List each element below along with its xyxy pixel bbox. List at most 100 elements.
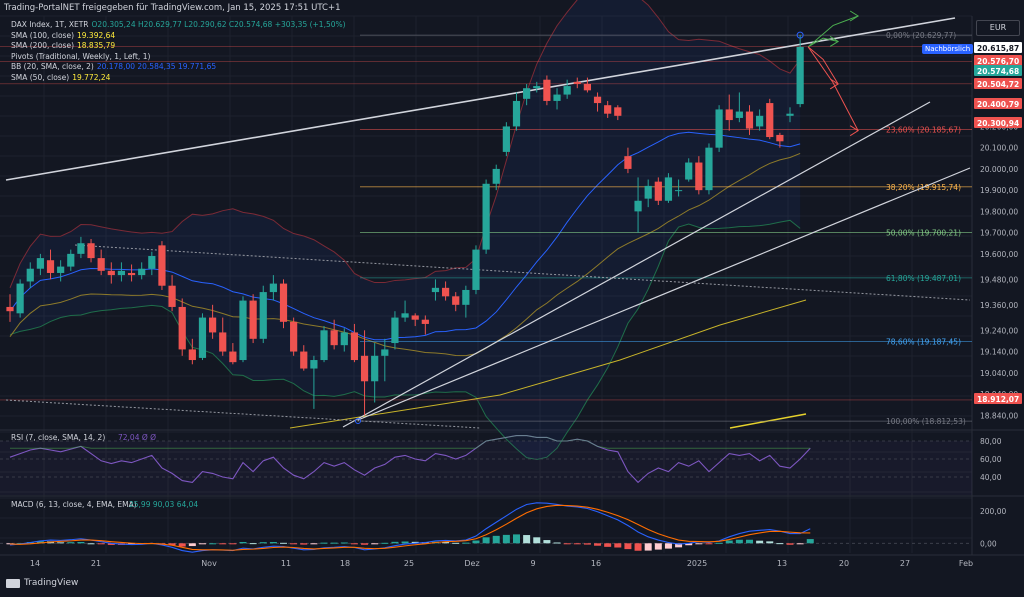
- candle: [553, 88, 561, 110]
- macd-hist-bar: [209, 543, 217, 545]
- price-tick-label: 19.140,00: [980, 348, 1018, 357]
- swing-high-marker: [796, 31, 804, 39]
- legend-item-3[interactable]: Pivots (Traditional, Weekly, 1, Left, 1): [11, 52, 153, 61]
- legend-item-0[interactable]: DAX Index, 1T, XETR O20.305,24 H20.629,77…: [11, 20, 346, 29]
- candle: [411, 313, 419, 327]
- time-tick-label: Feb: [959, 559, 973, 568]
- price-label-box: [974, 65, 1022, 76]
- currency-selector[interactable]: EUR: [976, 20, 1020, 36]
- candle-body: [776, 134, 784, 142]
- macd-hist-bar: [573, 543, 581, 545]
- legend-item-1[interactable]: SMA (100, close) 19.392,64: [11, 31, 115, 40]
- macd-hist-bar: [249, 543, 257, 545]
- macd-hist-bar: [77, 542, 85, 544]
- time-tick-label: 14: [30, 559, 40, 568]
- candle: [401, 300, 409, 322]
- macd-hist-bar: [563, 543, 571, 545]
- price-label-box: [974, 393, 1022, 404]
- rsi-legend-values: 72,04 Ø Ø: [118, 433, 156, 442]
- rsi-band: [0, 441, 972, 495]
- candle: [462, 285, 470, 318]
- candle-body: [543, 79, 551, 101]
- candle-body: [320, 330, 328, 361]
- fib-level-label: 78,60% (19.187,45): [886, 337, 961, 346]
- candle: [290, 317, 298, 356]
- macd-hist-bar: [411, 541, 419, 544]
- candle: [583, 77, 592, 93]
- candle-body: [138, 268, 146, 276]
- candle: [67, 249, 75, 271]
- candle: [502, 122, 510, 157]
- price-tick-label: 19.040,00: [980, 369, 1018, 378]
- candle: [87, 238, 95, 263]
- candle: [593, 92, 602, 112]
- price-tick-label: 19.480,00: [980, 275, 1018, 284]
- time-tick-label: 18: [340, 559, 350, 568]
- legend-item-4[interactable]: BB (20, SMA, close, 2) 20.178,00 20.584,3…: [11, 62, 216, 71]
- price-tick-label: 19.700,00: [980, 229, 1018, 238]
- time-tick-label: 16: [591, 559, 601, 568]
- candle: [300, 345, 308, 371]
- candle: [523, 83, 531, 106]
- rsi-overbought: [10, 435, 811, 449]
- candle-body: [431, 287, 440, 293]
- candle-body: [786, 113, 794, 116]
- macd-hist-bar: [107, 543, 115, 545]
- candle: [745, 105, 754, 135]
- time-tick-label: 21: [91, 559, 101, 568]
- candle: [198, 313, 207, 361]
- candle-body: [209, 317, 217, 333]
- candle: [796, 35, 804, 108]
- candle-body: [36, 258, 44, 269]
- candle-body: [57, 266, 65, 273]
- price-tick-label: 19.600,00: [980, 250, 1018, 259]
- time-tick-label: 20: [839, 559, 849, 568]
- candle-body: [452, 296, 460, 305]
- macd-hist-bar: [462, 542, 470, 544]
- macd-hist-bar: [735, 539, 743, 544]
- candle: [249, 294, 257, 344]
- candle-body: [604, 105, 612, 114]
- candle-body: [229, 351, 237, 363]
- candle: [634, 177, 642, 233]
- macd-hist-bar: [644, 543, 652, 551]
- time-tick-label: Dez: [464, 559, 479, 568]
- support-trend-line: [342, 101, 931, 428]
- macd-hist-bar: [756, 540, 764, 544]
- macd-hist-bar: [452, 542, 460, 544]
- candle: [421, 315, 429, 335]
- candle: [57, 260, 65, 282]
- legend-item-2[interactable]: SMA (200, close) 18.835,79: [11, 41, 115, 50]
- candle-body: [685, 162, 693, 180]
- time-tick-label: 2025: [687, 559, 707, 568]
- macd-hist-bar: [796, 543, 804, 545]
- candle-body: [148, 255, 156, 269]
- candle-body: [290, 321, 298, 352]
- candle: [279, 279, 288, 329]
- candle: [97, 249, 105, 276]
- candle-body: [462, 289, 470, 305]
- price-label-text: 20.615,87: [977, 44, 1019, 53]
- price-tick-label: 19.360,00: [980, 301, 1018, 310]
- macd-hist-bar: [300, 543, 308, 545]
- candle-body: [330, 330, 338, 346]
- candle-body: [16, 283, 24, 314]
- candle-body: [796, 46, 804, 105]
- candle-body: [249, 300, 257, 339]
- bollinger-lower: [9, 219, 801, 461]
- bollinger-band-fill: [10, 0, 801, 460]
- legend-item-5[interactable]: SMA (50, close) 19.772,24: [11, 73, 110, 82]
- candle-body: [523, 88, 531, 99]
- price-tick-label: 19.900,00: [980, 186, 1018, 195]
- candle-body: [512, 100, 521, 127]
- candle-body: [705, 147, 713, 191]
- macd-hist-bar: [745, 539, 753, 544]
- swing-low-marker: [355, 418, 361, 424]
- legend-label: DAX Index, 1T, XETR: [11, 20, 89, 29]
- candle: [310, 355, 318, 409]
- candle: [674, 179, 683, 197]
- candle: [441, 281, 450, 301]
- candle: [735, 92, 743, 123]
- rsi-line: [9, 435, 811, 484]
- candle-body: [87, 243, 95, 259]
